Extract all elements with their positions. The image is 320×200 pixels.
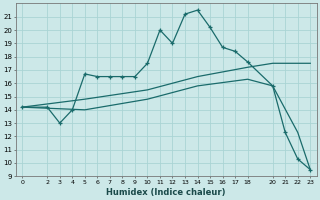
X-axis label: Humidex (Indice chaleur): Humidex (Indice chaleur) bbox=[107, 188, 226, 197]
